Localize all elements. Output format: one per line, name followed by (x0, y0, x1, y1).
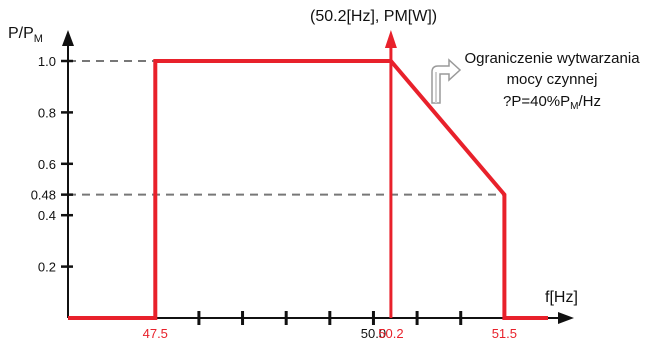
x-axis-title: f[Hz] (545, 289, 578, 306)
x-axis-arrow-icon (558, 312, 574, 324)
x-tick-label: 50.0 (361, 326, 386, 341)
annotation-line-3: ?P=40%PM/Hz (503, 93, 601, 112)
curved-arrow-icon (431, 58, 462, 104)
y-tick-label: 0.6 (38, 157, 56, 172)
y-axis-title: P/PM (8, 25, 43, 45)
y-tick-label: 0.48 (31, 188, 56, 203)
series (68, 30, 548, 320)
x-tick-label: 50.2 (378, 326, 403, 341)
y-tick-label: 1.0 (38, 54, 56, 69)
marker-label: (50.2[Hz], PM[W]) (310, 8, 437, 25)
y-tick-label: 0.2 (38, 260, 56, 275)
y-tick-label: 0.4 (38, 208, 56, 223)
y-axis-title-main: P/P (8, 25, 34, 42)
annotation-line-3-suffix: /Hz (578, 93, 601, 110)
labels: 0.2 0.4 0.48 0.6 0.8 1.0 47.5 50.050.2 51.5 (31, 54, 517, 341)
y-tick-label: 0.8 (38, 105, 56, 120)
annotation-line-3-sub: M (570, 101, 578, 112)
series-line (68, 59, 548, 320)
axes (62, 30, 574, 324)
x-tick-label: 51.5 (492, 326, 517, 341)
y-axis-arrow-icon (62, 30, 74, 46)
marker-arrow-icon (384, 30, 397, 48)
x-tick-label: 47.5 (143, 326, 168, 341)
y-axis-title-sub: M (34, 33, 43, 45)
annotation-line-1: Ograniczenie wytwarzania (464, 50, 640, 67)
ticks (61, 59, 463, 325)
annotation-line-3-prefix: ?P=40%P (503, 93, 570, 110)
annotation-line-2: mocy czynnej (507, 71, 598, 88)
